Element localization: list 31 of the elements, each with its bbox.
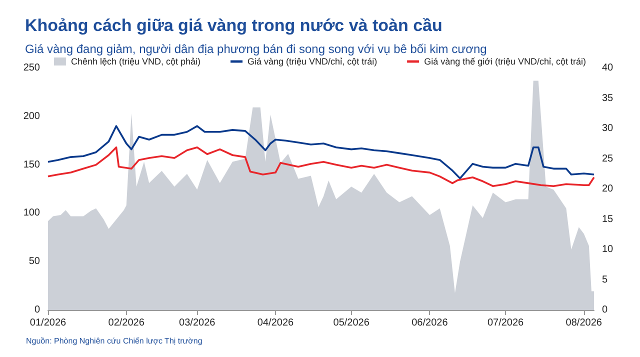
y2-tick-label: 5 [602,274,608,286]
y2-tick-label: 10 [602,244,614,255]
chart-title: Khoảng cách giữa giá vàng trong nước và toàn cầu [25,16,442,35]
legend-label: Giá vàng (triệu VND/chỉ, cột trái) [248,56,378,66]
text: Nguồn: Phòng Nghiên cứu Chiến lược Thị trường [26,336,202,346]
y2-tick-label: 15 [602,214,614,225]
y-tick-label: 250 [23,62,40,74]
x-tick-label: 01/2026 [30,318,67,328]
x-tick-label: 02/2026 [108,318,145,328]
x-tick-label: 05/2026 [333,318,370,328]
line-series [47,125,595,180]
y2-tick-label: 20 [602,184,614,194]
x-tick-label: 03/2026 [179,318,216,328]
y2-tick-label: 0 [602,304,608,316]
y-tick-label: 150 [23,159,40,170]
y2-tick-label: 40 [602,62,614,74]
y-tick-label: 200 [23,110,40,122]
y-tick-label: 100 [23,208,40,219]
x-tick-label: 07/2026 [487,318,524,328]
legend-label: Giá vàng thế giới (triệu VND/chỉ, cột trái) [424,56,586,66]
y-tick-label: 50 [28,256,40,268]
y2-tick-label: 30 [602,123,614,134]
legend-label: Chênh lệch (triệu VND, cột phải) [70,56,201,66]
line-series [47,146,595,187]
x-tick-label: 08/2026 [566,318,602,328]
y-tick-label: 0 [34,304,40,316]
y2-tick-label: 25 [602,153,614,164]
x-tick-label: 06/2026 [412,318,448,328]
chart-subtitle: Giá vàng đang giảm, người dân địa phương bán đi song song với vụ bê bối kim cương [25,42,487,56]
y2-tick-label: 35 [602,92,614,104]
x-tick-label: 04/2026 [257,318,294,328]
